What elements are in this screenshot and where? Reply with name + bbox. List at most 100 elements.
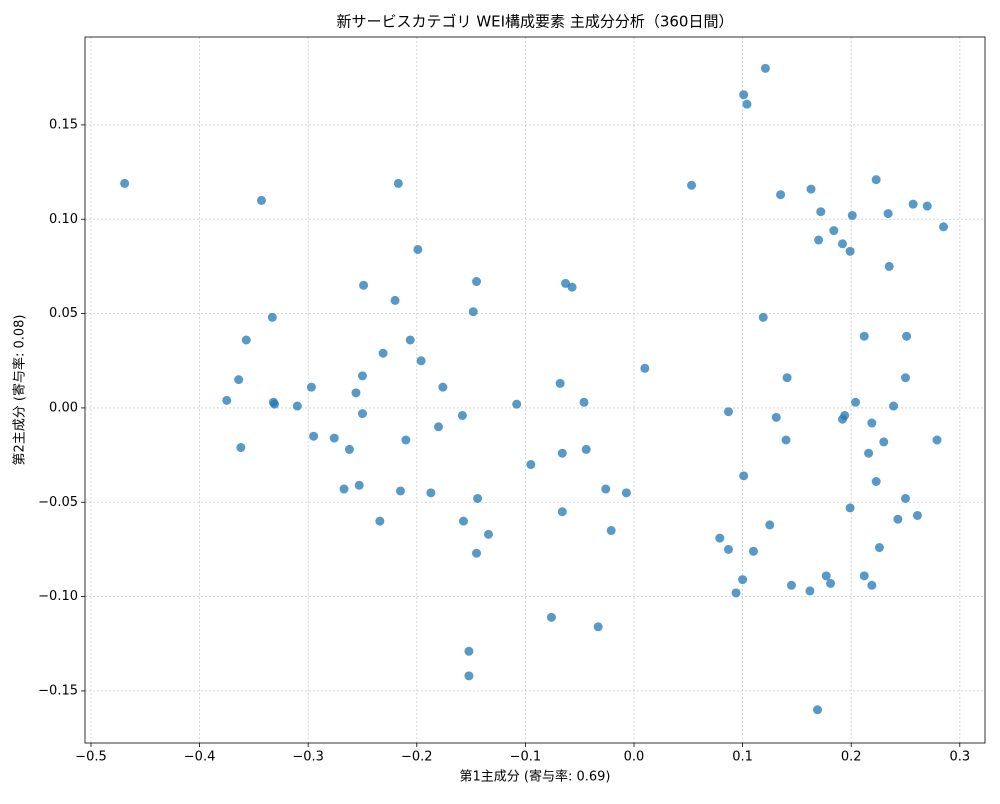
point [901,373,911,383]
point [267,312,277,322]
y-axis-label: 第2主成分 (寄与率: 0.08) [12,314,28,465]
point [329,433,339,443]
point [473,493,483,503]
y-tick-label: 0.05 [49,306,78,321]
y-tick-label: −0.10 [38,589,78,604]
point [731,588,741,598]
point [472,277,482,287]
point [781,435,791,445]
point [758,312,768,322]
point [292,401,302,411]
point [874,543,884,553]
point [120,178,130,188]
point [567,282,577,292]
point [723,544,733,554]
point [908,199,918,209]
point [344,444,354,454]
point [932,435,942,445]
point [375,516,385,526]
point [222,395,232,405]
point [847,210,857,220]
point [893,514,903,524]
x-tick-label: −0.4 [184,750,216,765]
point [458,516,468,526]
point [889,401,899,411]
point [838,414,848,424]
point [884,261,894,271]
point [395,486,405,496]
point [864,448,874,458]
point [309,431,319,441]
point [902,331,912,341]
point [359,280,369,290]
point [922,201,932,211]
point [738,575,748,585]
point [357,371,367,381]
point [859,571,869,581]
point [806,184,816,194]
x-tick-label: 0.0 [624,750,645,765]
point [405,335,415,345]
point [601,484,611,494]
point [814,235,824,245]
point [464,646,474,656]
point [621,488,631,498]
point [557,448,567,458]
x-tick-label: 0.2 [841,750,862,765]
point [782,373,792,383]
point [557,507,567,517]
point [748,546,758,556]
point [739,471,749,481]
point [845,503,855,513]
x-tick-label: 0.3 [949,750,970,765]
point [270,399,280,409]
point [401,435,411,445]
x-axis-label: 第1主成分 (寄与率: 0.69) [459,769,610,785]
point [829,226,839,236]
point [845,246,855,256]
point [640,363,650,373]
point [765,520,775,530]
point [879,437,889,447]
x-tick-label: −0.3 [292,750,324,765]
point [867,580,877,590]
y-tick-label: −0.05 [38,495,78,510]
point [555,378,565,388]
point [871,175,881,185]
point [739,90,749,100]
point [390,295,400,305]
point [771,412,781,422]
point [606,526,616,536]
point [526,460,536,470]
point [826,578,836,588]
point [715,533,725,543]
point [546,612,556,622]
point [883,209,893,219]
point [354,480,364,490]
point [393,178,403,188]
point [339,484,349,494]
point [593,622,603,632]
x-tick-label: 0.1 [732,750,753,765]
point [805,586,815,596]
x-tick-label: −0.1 [510,750,542,765]
point [512,399,522,409]
point [912,510,922,520]
plot-frame [84,36,986,744]
point [464,671,474,681]
chart-title: 新サービスカテゴリ WEI構成要素 主成分分析（360日間） [337,13,734,31]
point [416,356,426,366]
point [472,548,482,558]
point [742,99,752,109]
y-tick-label: −0.15 [38,683,78,698]
x-tick-label: −0.5 [75,750,107,765]
point [351,388,361,398]
point [468,307,478,317]
point [579,397,589,407]
point [776,190,786,200]
point [723,407,733,417]
point [786,580,796,590]
x-tick-label: −0.2 [401,750,433,765]
point [821,571,831,581]
